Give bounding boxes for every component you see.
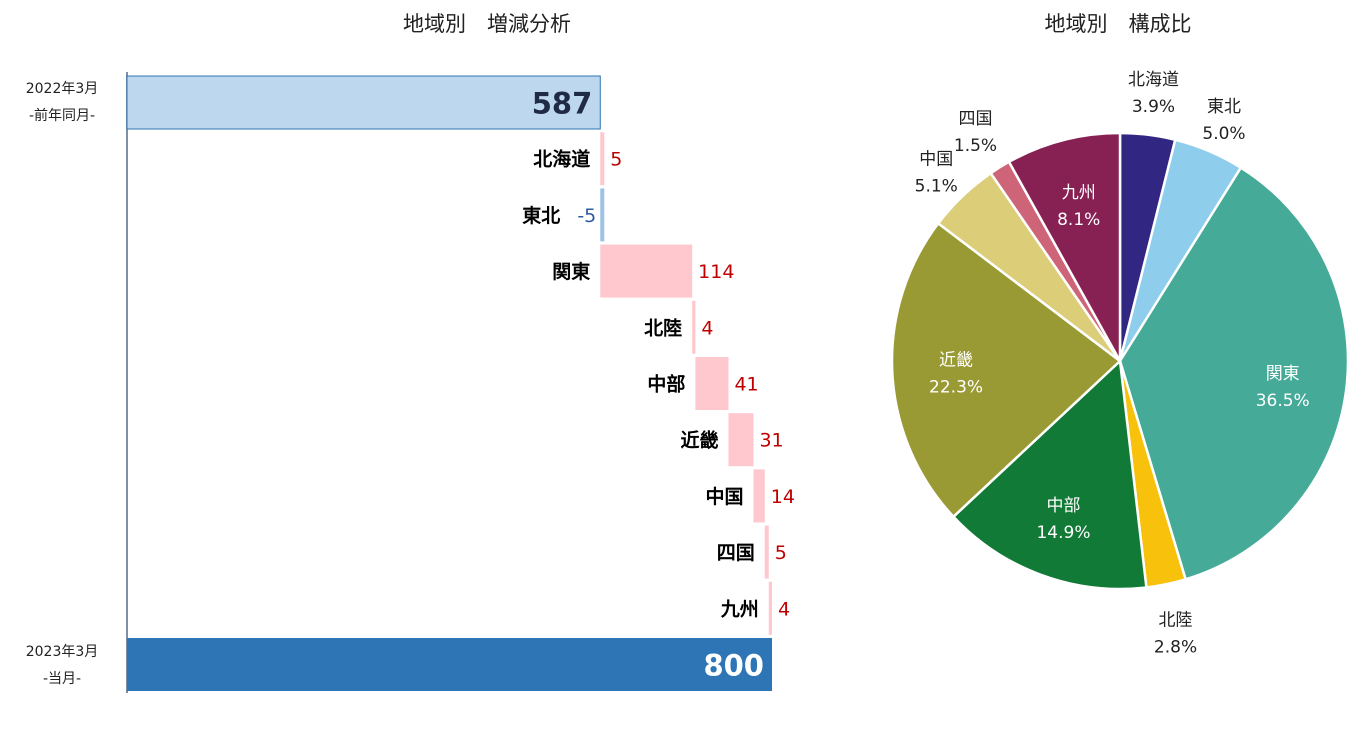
pie-slice-5 — [952, 359, 1148, 591]
pie-label-value: 36.5% — [1256, 391, 1310, 411]
pie-label-name: 北陸 — [1159, 610, 1193, 630]
start-sub-label: -前年同月- — [29, 107, 95, 124]
pie-label-name: 東北 — [1207, 97, 1241, 117]
pie-label-value: 8.1% — [1057, 210, 1100, 230]
pie-label-value: 5.1% — [915, 177, 958, 197]
waterfall-bar-end — [127, 638, 772, 691]
waterfall-category-label: 関東 — [552, 260, 590, 283]
waterfall-title: 地域別 増減分析 — [403, 12, 571, 36]
pie-label-name: 中国 — [919, 150, 953, 170]
waterfall-value-label: 4 — [778, 598, 790, 620]
waterfall-bar-4 — [692, 300, 696, 354]
waterfall-category-label: 中部 — [647, 373, 685, 396]
pie-label-name: 九州 — [1062, 183, 1096, 203]
waterfall-bar-start — [126, 75, 601, 130]
waterfall-category-label: 北海道 — [533, 148, 590, 171]
waterfall-bar-8 — [764, 525, 769, 579]
waterfall-value-label: 114 — [698, 261, 734, 283]
pie-label-value: 1.5% — [954, 136, 997, 156]
waterfall-category-label: 北陸 — [644, 316, 682, 339]
pie-label-name: 中部 — [1046, 496, 1080, 516]
pie-label-value: 2.8% — [1154, 637, 1197, 657]
waterfall-category-label: 九州 — [720, 598, 759, 620]
waterfall-value-label: 5 — [610, 149, 622, 171]
pie-slice-6 — [890, 222, 1122, 518]
waterfall-value-label: 31 — [759, 430, 783, 452]
waterfall-value-label: 41 — [734, 374, 758, 396]
pie-label-value: 22.3% — [929, 377, 983, 397]
waterfall-bar-3 — [600, 244, 693, 298]
pie-label-name: 関東 — [1266, 364, 1300, 384]
waterfall-bar-6 — [728, 413, 754, 467]
end-sub-label: -当月- — [43, 671, 81, 687]
pie-title: 地域別 構成比 — [1045, 12, 1192, 36]
waterfall-category-label: 東北 — [522, 204, 560, 227]
start-period-label: 2022年3月 — [26, 81, 99, 97]
waterfall-category-label: 四国 — [717, 542, 755, 564]
pie-label-value: 5.0% — [1202, 124, 1245, 144]
waterfall-value-label: 5 — [775, 542, 787, 564]
waterfall-bar-5 — [695, 357, 729, 410]
waterfall-bar-7 — [753, 469, 765, 523]
pie-label-name: 近畿 — [939, 350, 973, 370]
waterfall-bar-9 — [768, 581, 772, 635]
pie-label-value: 14.9% — [1036, 523, 1090, 543]
waterfall-value-label: 4 — [701, 317, 713, 339]
pie-label-value: 3.9% — [1132, 97, 1175, 117]
waterfall-category-label: 中国 — [705, 485, 743, 508]
waterfall-value-start: 587 — [532, 87, 593, 121]
pie-plot: 北海道 3.9% 東北 5.0% 関東 36.5% 北陸 2.8% 中部 14.9% 近畿 22.3%… — [890, 70, 1350, 657]
pie-label-name: 北海道 — [1128, 70, 1179, 90]
waterfall-bar-2 — [600, 188, 605, 242]
waterfall-value-end: 800 — [703, 649, 764, 683]
waterfall-value-label: -5 — [577, 205, 596, 227]
waterfall-value-label: 14 — [771, 486, 795, 508]
pie-slice-3 — [1118, 166, 1350, 581]
waterfall-bar-1 — [600, 132, 605, 186]
waterfall-category-label: 近畿 — [680, 429, 718, 452]
pie-slice-9 — [1007, 131, 1122, 363]
pie-label-name: 四国 — [958, 109, 992, 129]
end-period-label: 2023年3月 — [26, 644, 99, 660]
